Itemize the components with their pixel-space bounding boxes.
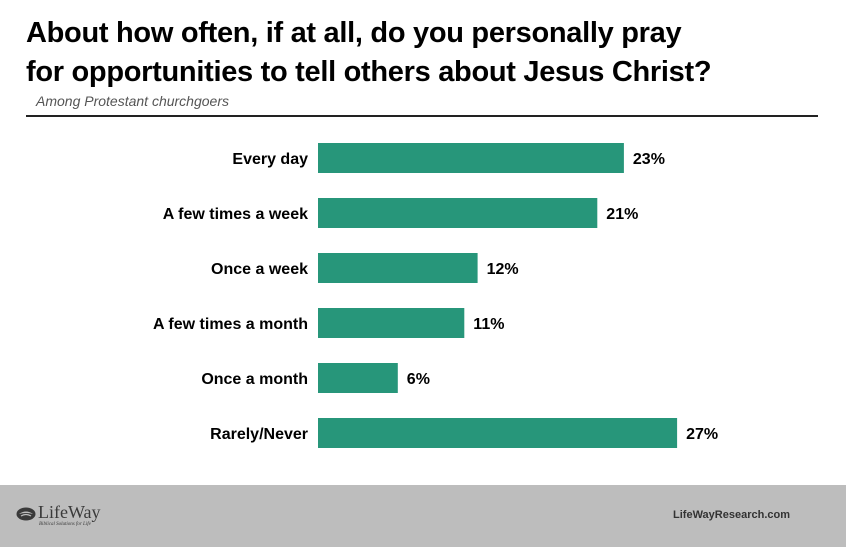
bar-every-day bbox=[318, 143, 624, 173]
chart-title: About how often, if at all, do you perso… bbox=[26, 14, 826, 92]
lifeway-logo-tagline: Biblical Solutions for Life bbox=[39, 522, 91, 527]
chart-subtitle: Among Protestant churchgoers bbox=[36, 93, 229, 109]
value-label-rarely-never: 27% bbox=[686, 426, 718, 443]
bar-once-a-month bbox=[318, 363, 398, 393]
category-label-every-day: Every day bbox=[232, 151, 308, 168]
bar-rarely-never bbox=[318, 418, 678, 448]
chart-title-line-1: About how often, if at all, do you perso… bbox=[26, 17, 682, 49]
footer-bar: LifeWay Biblical Solutions for Life Life… bbox=[0, 485, 846, 547]
lifeway-logo-icon bbox=[16, 507, 36, 521]
bar-a-few-times-a-month bbox=[318, 308, 465, 338]
lifeway-logo-name: LifeWay bbox=[38, 502, 101, 522]
category-label-rarely-never: Rarely/Never bbox=[210, 426, 308, 443]
value-label-a-few-times-a-week: 21% bbox=[606, 206, 638, 223]
category-label-a-few-times-a-month: A few times a month bbox=[153, 316, 308, 333]
value-label-once-a-month: 6% bbox=[407, 371, 430, 388]
title-divider bbox=[26, 115, 818, 117]
category-label-once-a-month: Once a month bbox=[201, 371, 308, 388]
bar-once-a-week bbox=[318, 253, 478, 283]
value-label-once-a-week: 12% bbox=[487, 261, 519, 278]
chart-title-line-2: for opportunities to tell others about J… bbox=[26, 56, 712, 88]
website-link[interactable]: LifeWayResearch.com bbox=[673, 509, 790, 521]
category-label-a-few-times-a-week: A few times a week bbox=[163, 206, 308, 223]
bar-chart: Every day 23% A few times a week 21% Once a … bbox=[153, 143, 718, 448]
value-label-a-few-times-a-month: 11% bbox=[473, 316, 504, 333]
value-label-every-day: 23% bbox=[633, 151, 665, 168]
category-label-once-a-week: Once a week bbox=[211, 261, 308, 278]
bar-a-few-times-a-week bbox=[318, 198, 598, 228]
